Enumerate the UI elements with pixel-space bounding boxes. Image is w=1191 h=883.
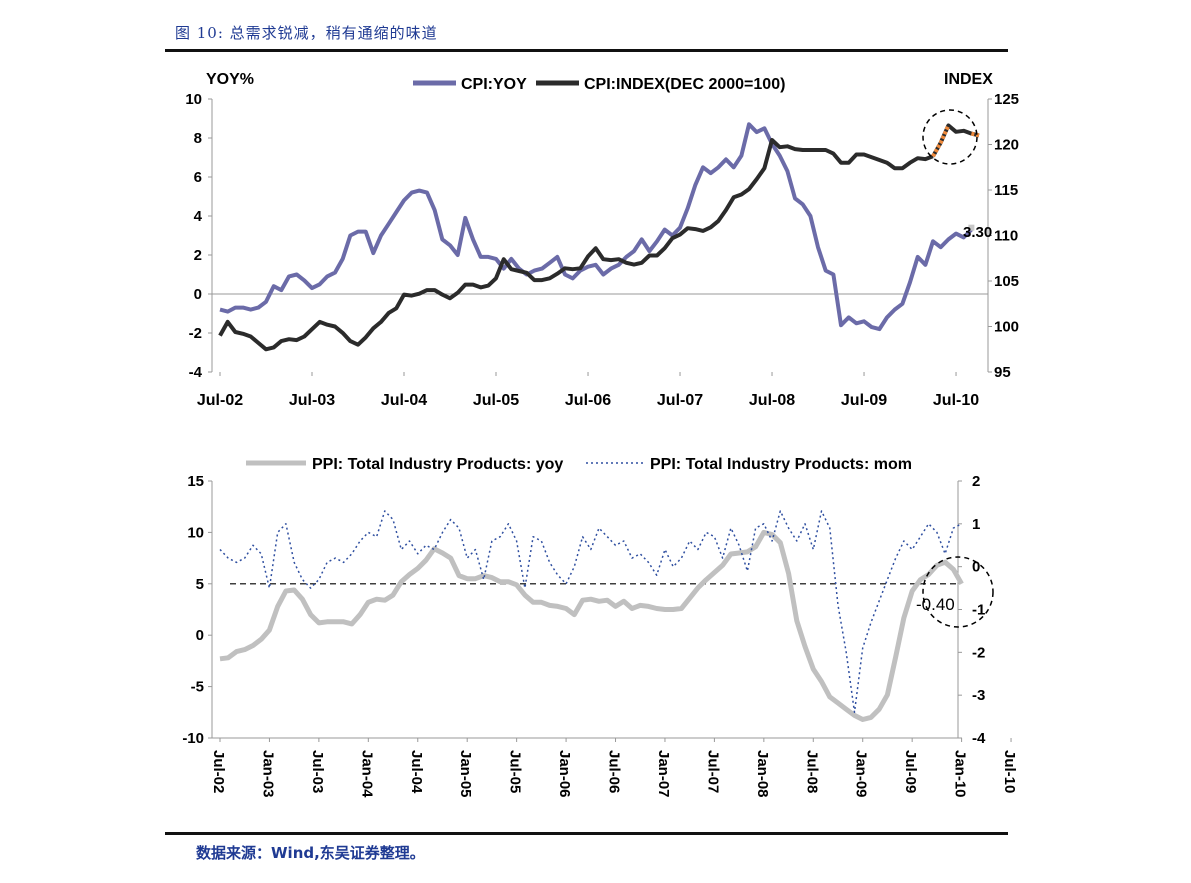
y-tick-label-right: 2 [972,473,980,490]
series-line-ppi-yoy [219,529,964,722]
legend-label-cpi-yoy: CPI:YOY [461,76,527,93]
y-tick-label-left: 10 [185,91,202,108]
series-line-cpi-yoy [219,122,973,332]
y-tick-label-left: 0 [194,286,202,303]
x-tick-label: Jul-03 [309,750,326,793]
y-tick-label-left: -5 [191,679,204,696]
y-tick-label-left: 4 [194,208,203,225]
y-tick-label-left: 15 [187,473,204,490]
series-line-cpi-index-highlight [931,124,951,158]
y-tick-label-right: 110 [994,228,1018,245]
y-axis-label-right: INDEX [944,71,993,88]
y-tick-label-right: 120 [994,137,1019,154]
x-tick-label: Jan-06 [556,750,573,798]
bottom-rule [165,832,1008,835]
highlight-circle-top [922,109,978,165]
y-tick-label-right: -3 [972,687,985,704]
x-tick-label: Jul-05 [507,750,524,793]
x-tick-label: Jan-10 [952,750,969,798]
legend-label-ppi-yoy: PPI: Total Industry Products: yoy [312,456,563,473]
x-tick-label: Jul-06 [565,392,611,409]
legend-label-ppi-mom: PPI: Total Industry Products: mom [650,456,912,473]
legend-label-cpi-index: CPI:INDEX(DEC 2000=100) [584,76,785,93]
annotation-cpi-yoy-last: 3.30 [963,224,992,241]
y-tick-label-right: -4 [972,730,986,747]
x-tick-label: Jul-07 [704,750,721,793]
x-tick-label: Jul-03 [289,392,335,409]
y-tick-label-right: 0 [972,559,980,576]
y-tick-label-right: -1 [972,602,985,619]
x-tick-label: Jan-03 [259,750,276,798]
figure-title: 图 10: 总需求锐减，稍有通缩的味道 [175,24,438,42]
y-tick-label-left: -10 [182,730,204,747]
y-tick-label-left: 6 [194,169,202,186]
y-axis-label-left: YOY% [206,71,254,88]
y-tick-label-left: -4 [189,364,203,381]
series-line-ppi-mom [219,510,962,714]
top-rule [165,49,1008,52]
series-line-cpi-index [218,138,934,352]
x-tick-label: Jul-07 [657,392,703,409]
series-line-cpi-index-highlight-end [970,131,980,138]
cpi-yoy-last-marker [968,224,975,231]
y-tick-label-left: 0 [196,627,204,644]
x-tick-label: Jan-04 [358,750,375,798]
x-tick-label: Jul-09 [902,750,919,793]
x-tick-label: Jul-04 [381,392,427,409]
x-tick-label: Jul-08 [803,750,820,793]
highlight-circle-bottom [922,556,994,628]
cpi-chart: -4 -2 0 2 4 6 8 10 95 100 105 110 115 120 125 Jul-02 Jul… [185,71,1019,409]
y-tick-label-right: 100 [994,319,1019,336]
x-tick-label: Jan-09 [853,750,870,798]
x-tick-label: Jan-07 [655,750,672,798]
y-tick-label-right: 115 [994,182,1018,199]
y-tick-label-left: -2 [189,325,202,342]
x-tick-label: Jul-08 [749,392,795,409]
x-tick-label: Jul-05 [473,392,519,409]
x-tick-label: Jul-10 [933,392,979,409]
y-tick-label-left: 10 [187,524,204,541]
source-note: 数据来源：Wind,东吴证券整理。 [196,844,425,862]
y-tick-label-left: 8 [194,130,202,147]
y-tick-label-right: -2 [972,644,985,661]
x-tick-label: Jul-10 [1001,750,1018,793]
y-tick-label-right: 1 [972,516,980,533]
x-tick-label: Jul-04 [408,750,425,794]
y-tick-label-left: 2 [194,247,202,264]
x-tick-label: Jul-02 [210,750,227,793]
x-tick-label: Jul-09 [841,392,887,409]
x-tick-label: Jul-06 [606,750,623,793]
y-tick-label-right: 125 [994,91,1019,108]
y-tick-label-left: 5 [196,576,204,593]
annotation-ppi-mom-ref: -0.40 [916,595,955,614]
y-tick-label-right: 105 [994,273,1019,290]
y-tick-label-right: 95 [994,364,1011,381]
x-tick-label: Jan-08 [754,750,771,798]
x-tick-label: Jul-02 [197,392,243,409]
x-tick-label: Jan-05 [457,750,474,798]
